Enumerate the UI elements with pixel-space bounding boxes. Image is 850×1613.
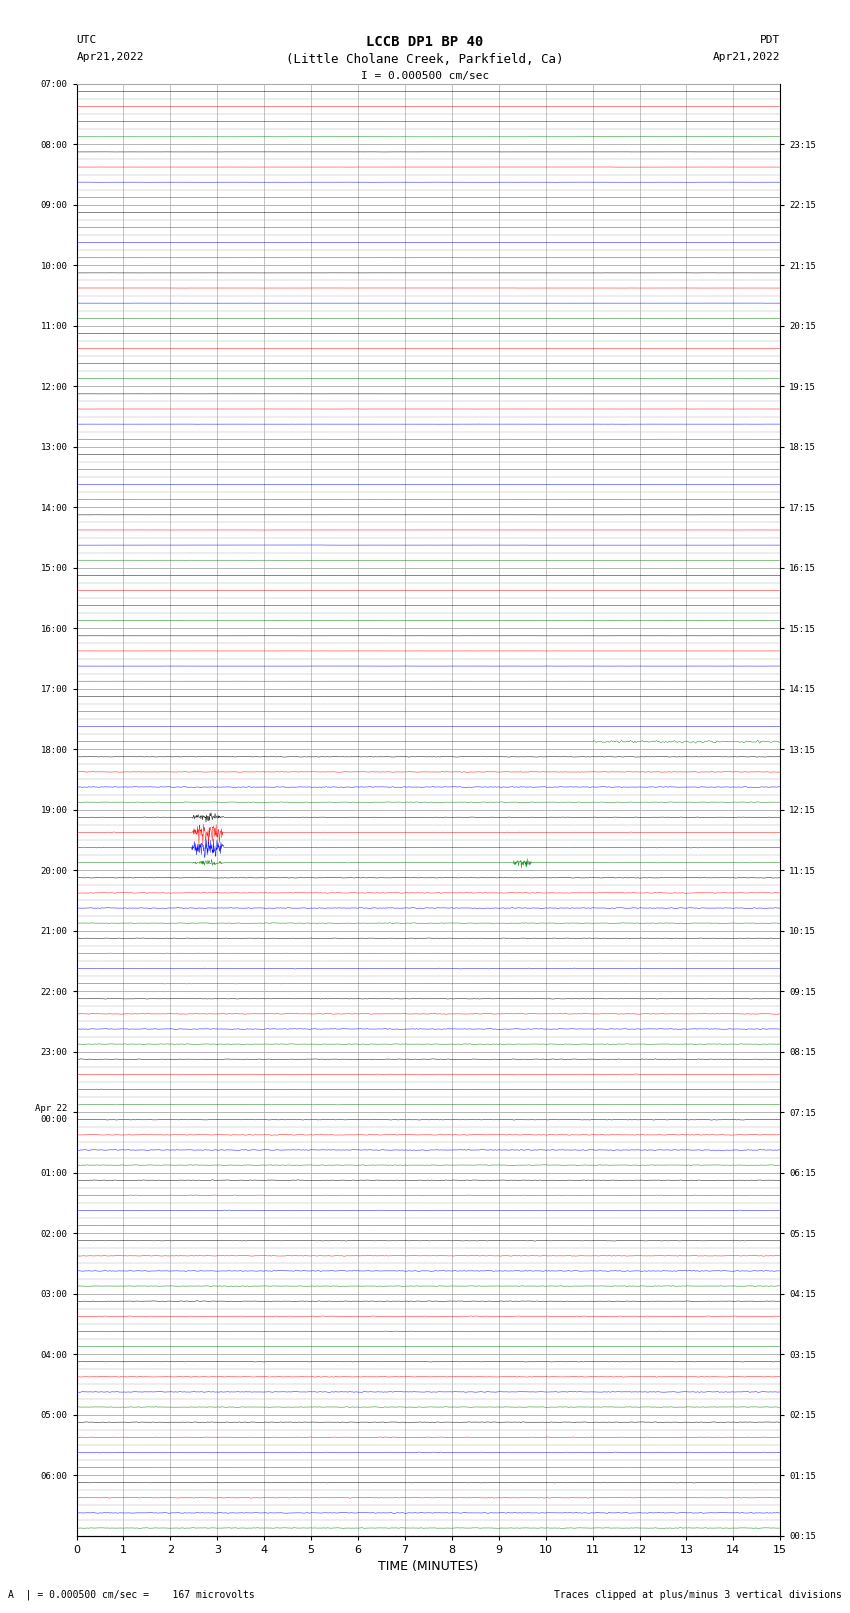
Text: UTC: UTC <box>76 35 97 45</box>
Text: Apr21,2022: Apr21,2022 <box>713 52 780 61</box>
Text: A  | = 0.000500 cm/sec =    167 microvolts: A | = 0.000500 cm/sec = 167 microvolts <box>8 1589 255 1600</box>
Text: LCCB DP1 BP 40: LCCB DP1 BP 40 <box>366 35 484 50</box>
Text: Apr21,2022: Apr21,2022 <box>76 52 144 61</box>
Text: (Little Cholane Creek, Parkfield, Ca): (Little Cholane Creek, Parkfield, Ca) <box>286 53 564 66</box>
Text: Traces clipped at plus/minus 3 vertical divisions: Traces clipped at plus/minus 3 vertical … <box>553 1590 842 1600</box>
Text: I = 0.000500 cm/sec: I = 0.000500 cm/sec <box>361 71 489 81</box>
X-axis label: TIME (MINUTES): TIME (MINUTES) <box>378 1560 479 1573</box>
Text: PDT: PDT <box>760 35 780 45</box>
